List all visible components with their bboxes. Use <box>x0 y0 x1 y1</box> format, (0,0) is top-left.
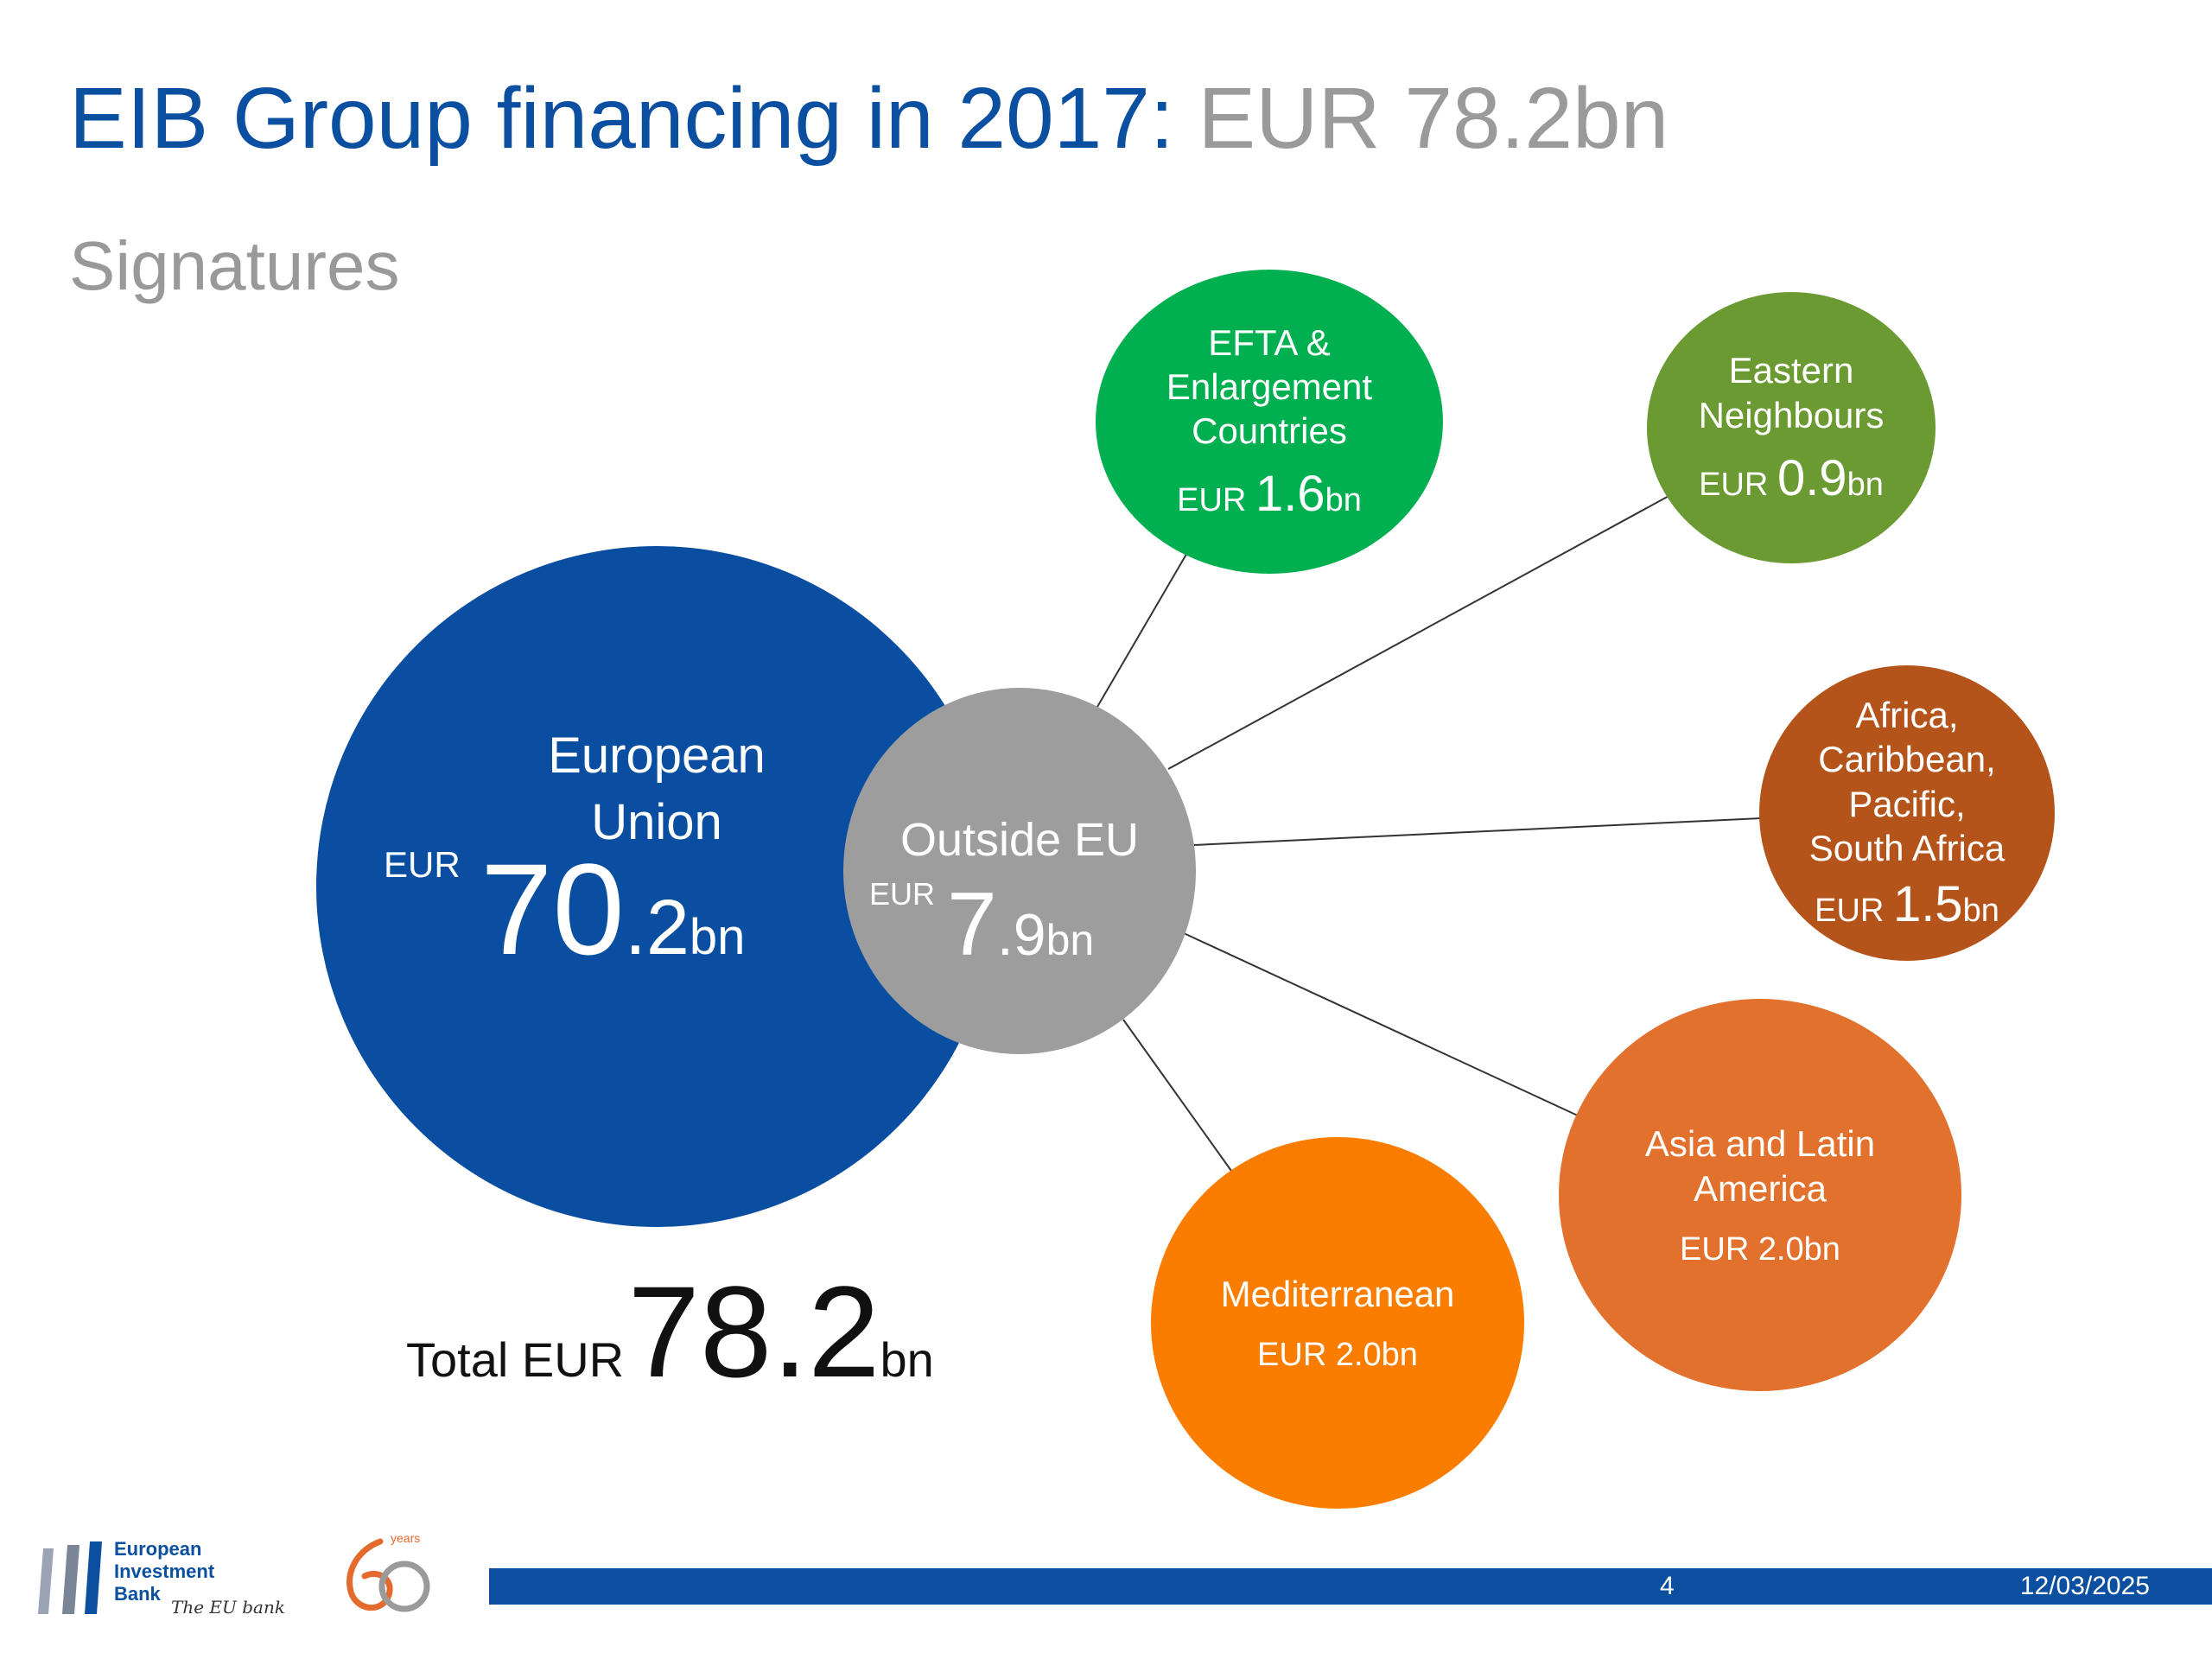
region-eastern-name: Eastern Neighbours <box>1699 348 1885 436</box>
eib-logo-icon <box>38 1541 102 1614</box>
connector-efta <box>1096 550 1189 708</box>
region-eastern-amount: 0.9 <box>1777 449 1847 506</box>
outside-eu-circle: Outside EU EUR 7.9bn <box>843 688 1196 1054</box>
eu-name: European Union <box>316 723 997 855</box>
eu-unit: bn <box>689 909 746 965</box>
title-amount: EUR 78.2bn <box>1198 70 1669 167</box>
eu-name-line2: Union <box>591 793 722 850</box>
region-acp-line1: Africa, <box>1855 695 1959 736</box>
region-asia-name: Asia and Latin America <box>1645 1122 1875 1210</box>
region-mediterranean-circle: Mediterranean EUR 2.0bn <box>1151 1137 1524 1509</box>
region-eastern-line2: Neighbours <box>1698 394 1885 435</box>
region-acp-line2: Caribbean, <box>1818 739 1996 780</box>
region-eastern-value: EUR 0.9bn <box>1699 449 1884 507</box>
connector-eastern <box>1167 493 1673 770</box>
page-number: 4 <box>1660 1572 1675 1600</box>
outside-currency: EUR <box>869 876 936 912</box>
footer-bar: 4 12/03/2025 <box>489 1568 2212 1605</box>
connector-asia <box>1183 932 1580 1117</box>
sixty-years-logo-icon <box>346 1538 430 1612</box>
outside-value: 7.9bn <box>947 880 1094 969</box>
connector-mediterranean <box>1122 1019 1232 1172</box>
region-acp-value: EUR 1.5bn <box>1815 875 1999 933</box>
outside-name: Outside EU <box>899 814 1140 866</box>
region-acp-unit: bn <box>1962 892 1999 929</box>
region-acp-name: Africa, Caribbean, Pacific, South Africa <box>1809 693 2005 870</box>
region-mediterranean-name: Mediterranean <box>1220 1273 1455 1314</box>
connector-acp <box>1193 817 1762 846</box>
region-eastern-circle: Eastern Neighbours EUR 0.9bn <box>1647 292 1936 563</box>
region-mediterranean-value: EUR 2.0bn <box>1257 1337 1418 1374</box>
region-asia-line1: Asia and Latin <box>1644 1123 1876 1165</box>
region-acp-circle: Africa, Caribbean, Pacific, South Africa… <box>1759 665 2055 961</box>
eib-logo-text: European Investment Bank <box>114 1538 214 1605</box>
eu-currency: EUR <box>384 844 461 885</box>
eu-value: 70.2bn <box>480 844 745 974</box>
region-efta-unit: bn <box>1325 482 1362 519</box>
outside-unit: bn <box>1046 916 1095 964</box>
outside-value-dec: .9 <box>996 902 1046 968</box>
eu-value-dec: .2 <box>624 885 690 971</box>
region-acp-line3: Pacific, <box>1848 783 1966 824</box>
region-efta-line2: Enlargement <box>1166 365 1373 407</box>
total-unit: bn <box>880 1332 934 1387</box>
region-efta-circle: EFTA & Enlargement Countries EUR 1.6bn <box>1096 270 1443 574</box>
total-value: 78.2 <box>627 1259 880 1404</box>
eib-logo-line3: Bank <box>114 1582 161 1605</box>
title-main: EIB Group financing in 2017: <box>69 70 1174 167</box>
region-efta-amount: 1.6 <box>1255 466 1325 523</box>
region-asia-value: EUR 2.0bn <box>1680 1230 1840 1268</box>
footer-date: 12/03/2025 <box>2019 1572 2150 1600</box>
region-efta-line3: Countries <box>1192 410 1347 452</box>
slide-subtitle: Signatures <box>69 227 400 304</box>
region-acp-currency: EUR <box>1815 892 1885 929</box>
eib-logo-line1: European <box>114 1538 202 1560</box>
region-asia-circle: Asia and Latin America EUR 2.0bn <box>1559 999 1961 1391</box>
region-eastern-unit: bn <box>1847 466 1884 503</box>
region-efta-currency: EUR <box>1177 482 1247 519</box>
sixty-years-caption: years <box>391 1531 421 1545</box>
region-eastern-line1: Eastern <box>1728 350 1854 391</box>
eu-value-int: 70 <box>480 836 625 982</box>
region-efta-line1: EFTA & <box>1208 321 1331 363</box>
region-asia-line2: America <box>1693 1167 1827 1209</box>
total-caption: Total EUR <box>406 1332 625 1387</box>
region-efta-name: EFTA & Enlargement Countries <box>1166 321 1372 454</box>
region-eastern-currency: EUR <box>1699 466 1769 503</box>
region-efta-value: EUR 1.6bn <box>1177 465 1362 523</box>
eib-logo-line2: Investment <box>114 1560 215 1582</box>
total-label: Total EUR 78.2bn <box>406 1257 934 1407</box>
region-acp-line4: South Africa <box>1808 827 2005 868</box>
outside-value-int: 7 <box>947 874 997 975</box>
eu-name-line1: European <box>548 728 766 784</box>
eib-tagline: The EU bank <box>171 1597 285 1618</box>
slide-title: EIB Group financing in 2017: EUR 78.2bn <box>69 71 1669 166</box>
region-acp-amount: 1.5 <box>1892 875 1963 932</box>
